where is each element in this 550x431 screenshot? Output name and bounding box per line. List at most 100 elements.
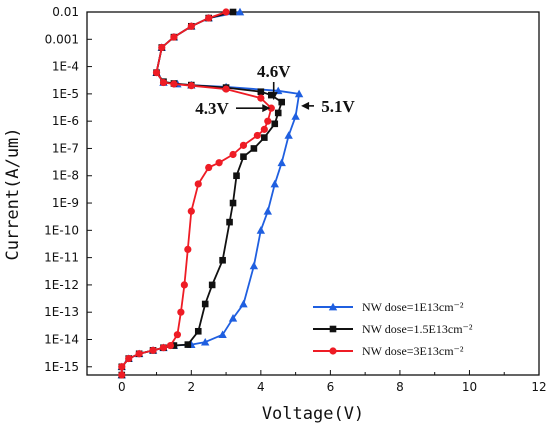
data-point — [187, 82, 195, 90]
y-tick-label: 1E-7 — [52, 141, 79, 155]
data-point — [218, 330, 227, 339]
y-tick-label: 1E-15 — [44, 360, 79, 374]
data-point — [159, 344, 168, 352]
y-tick-label: 1E-11 — [44, 251, 79, 265]
data-point — [278, 98, 286, 106]
data-point — [222, 85, 230, 93]
data-point — [284, 131, 293, 139]
y-tick-label: 1E-12 — [44, 278, 79, 292]
data-point — [184, 245, 192, 254]
data-point — [229, 150, 237, 159]
y-tick-label: 0.001 — [45, 32, 79, 46]
y-tick-label: 1E-9 — [52, 196, 79, 210]
plot-frame — [86, 11, 540, 376]
data-point — [226, 218, 233, 226]
legend-item-3: NW dose=3E13cm⁻² — [313, 344, 464, 358]
y-axis-title: Current(A/um) — [3, 127, 23, 260]
data-point — [264, 117, 272, 125]
data-point — [135, 350, 143, 358]
data-point — [158, 43, 166, 52]
data-point — [229, 199, 237, 207]
data-point — [118, 363, 126, 371]
x-tick-label: 4 — [257, 380, 265, 394]
data-point — [240, 153, 247, 160]
data-point — [215, 159, 223, 167]
data-point — [205, 163, 213, 172]
data-point — [170, 80, 178, 88]
x-tick-label: 2 — [187, 380, 195, 394]
data-point — [125, 354, 133, 363]
data-point — [152, 69, 161, 77]
annotation-label: 4.6V — [257, 62, 291, 81]
series-layer — [117, 7, 304, 379]
x-axis-ticks: 0 2 4 6 8 10 12 — [86, 370, 547, 394]
data-point — [229, 8, 237, 16]
data-point — [219, 256, 226, 264]
data-point — [267, 104, 275, 112]
x-tick-label: 6 — [327, 380, 335, 394]
data-point — [257, 94, 265, 102]
data-point — [263, 207, 272, 215]
y-tick-label: 1E-14 — [44, 332, 79, 346]
data-point — [187, 22, 195, 30]
x-axis-title: Voltage(V) — [262, 404, 364, 424]
data-point — [170, 33, 178, 41]
data-point — [194, 180, 202, 188]
data-point — [257, 88, 265, 96]
data-point — [208, 281, 216, 289]
data-point — [166, 341, 175, 350]
legend-swatch-marker — [329, 347, 337, 355]
y-tick-label: 1E-4 — [52, 60, 79, 74]
data-point — [149, 346, 157, 354]
data-point — [274, 109, 282, 117]
legend-item-1: NW dose=1E13cm⁻² — [313, 300, 464, 314]
data-point — [177, 308, 185, 316]
data-point — [180, 281, 188, 289]
x-tick-label: 8 — [396, 380, 404, 394]
legend-swatch-marker — [329, 325, 337, 333]
series-line-3 — [120, 11, 273, 375]
x-tick-label: 0 — [118, 380, 126, 394]
annotation-label: 4.3V — [195, 99, 229, 118]
data-point — [201, 337, 210, 346]
data-point — [173, 331, 181, 339]
data-point — [233, 172, 240, 180]
data-point — [250, 145, 258, 152]
legend-label-1: NW dose=1E13cm⁻² — [362, 300, 464, 314]
legend-label-3: NW dose=3E13cm⁻² — [362, 344, 464, 358]
annotation-label: 5.1V — [321, 97, 355, 116]
data-point — [253, 131, 261, 140]
y-tick-label: 1E-10 — [44, 223, 79, 237]
data-point — [260, 125, 268, 133]
legend-item-2: NW dose=1.5E13cm⁻² — [313, 322, 473, 336]
legend-label-2: NW dose=1.5E13cm⁻² — [362, 322, 473, 336]
annotation-arrowhead — [269, 92, 278, 101]
y-tick-label: 1E-8 — [52, 169, 79, 183]
series-3 — [118, 8, 275, 379]
data-point — [194, 327, 202, 335]
x-tick-label: 10 — [462, 380, 477, 394]
annotation-arrowhead — [301, 101, 310, 110]
data-point — [239, 299, 248, 308]
y-tick-label: 1E-6 — [52, 114, 79, 128]
y-axis-ticks: 0.01 0.001 1E-4 1E-5 1E-6 1E-7 1E-8 1E-9 1E-10 1E… — [44, 5, 92, 374]
legend: NW dose=1E13cm⁻² NW dose=1.5E13cm⁻² NW d… — [313, 300, 473, 358]
annotation-arrowhead — [262, 104, 271, 113]
data-point — [201, 300, 209, 308]
data-point — [205, 14, 213, 22]
data-point — [249, 261, 259, 270]
x-tick-label: 12 — [531, 380, 546, 394]
data-point — [187, 207, 195, 215]
y-tick-label: 1E-13 — [44, 305, 79, 319]
y-tick-label: 0.01 — [52, 5, 79, 19]
data-point — [270, 179, 279, 188]
data-point — [291, 112, 300, 120]
data-point — [294, 89, 304, 98]
data-point — [277, 158, 286, 167]
data-point — [271, 120, 279, 128]
data-point — [222, 8, 230, 16]
data-point — [239, 141, 248, 149]
data-point — [159, 78, 168, 87]
data-point — [118, 371, 126, 379]
